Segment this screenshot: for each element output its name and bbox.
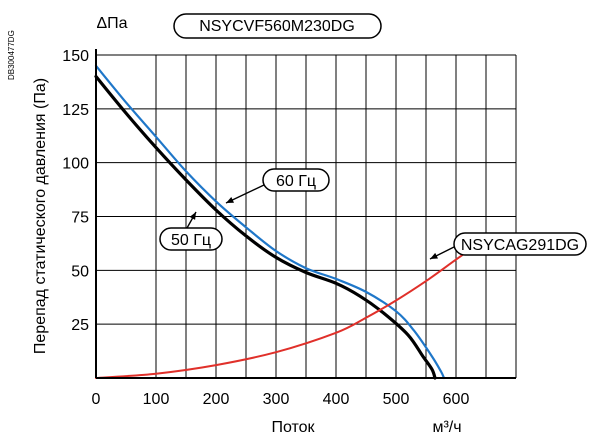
callout-50hz-arrowhead: [189, 212, 196, 220]
x-tick-label: 100: [143, 391, 170, 408]
callout-nsycag291dg-frame: [453, 232, 587, 256]
x-tick-label: 200: [203, 391, 230, 408]
x-axis-label: Поток: [271, 419, 315, 434]
callout-nsycag291dg-label: NSYCAG291DG: [461, 237, 579, 254]
y-axis-title-top: ΔПа: [96, 15, 127, 32]
grid: [96, 54, 517, 378]
tick-labels: 0 100 200 300 400 500 600 25 50 75 100 125 150: [62, 48, 469, 408]
callout-60hz-frame: [262, 168, 330, 192]
y-tick-label: 25: [71, 317, 89, 334]
y-tick-label: 150: [62, 48, 89, 65]
y-tick-label: 75: [71, 210, 89, 227]
model-label: NSYCVF560M230DG: [199, 18, 355, 35]
x-tick-label: 300: [263, 391, 290, 408]
model-label-frame: [173, 13, 382, 39]
x-axis-unit: м³/ч: [432, 419, 461, 434]
curves: [94, 64, 481, 380]
callout-60hz-arrowhead: [226, 197, 234, 203]
y-tick-label: 50: [71, 263, 89, 280]
y-tick-label: 100: [62, 156, 89, 173]
x-tick-label: 500: [383, 391, 410, 408]
annotations: 60 Гц 50 Гц NSYCAG291DG: [159, 168, 587, 260]
doc-code: DB300477DG: [7, 30, 16, 80]
callout-nsycag291dg-arrowhead: [430, 252, 438, 259]
x-tick-label: 0: [92, 391, 101, 408]
y-axis-label: Перепад статического давления (Па): [32, 78, 49, 354]
y-tick-label: 125: [62, 102, 89, 119]
callout-50hz-label: 50 Гц: [171, 232, 211, 249]
x-tick-label: 400: [323, 391, 350, 408]
callout-50hz-frame: [159, 227, 223, 251]
axes: [95, 49, 516, 379]
callout-60hz-label: 60 Гц: [276, 173, 316, 190]
curve-60hz: [94, 64, 446, 380]
curve-system: [95, 241, 481, 379]
curve-50hz: [94, 74, 437, 380]
x-tick-label: 600: [443, 391, 470, 408]
